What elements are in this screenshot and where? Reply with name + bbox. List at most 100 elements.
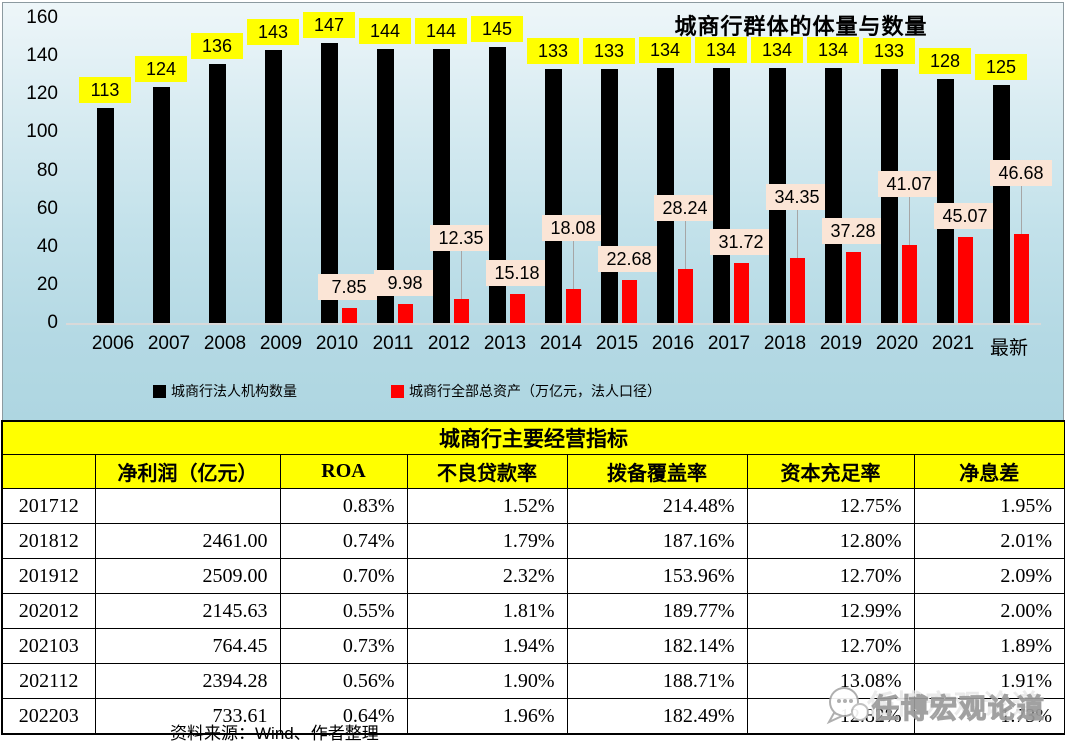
legend-item-count: 城商行法人机构数量 (153, 381, 297, 401)
y-axis-tick: 0 (47, 312, 58, 333)
bar-count-label: 145 (471, 15, 523, 42)
bar-count-label: 134 (751, 36, 803, 63)
bar-red (846, 251, 861, 323)
x-axis-label: 2019 (819, 333, 863, 354)
table-cell: 2461.00 (94, 523, 281, 559)
column-header: 资本充足率 (746, 454, 915, 489)
table-cell: 1.81% (406, 593, 568, 629)
bar-red (454, 299, 469, 323)
table-cell: 153.96% (566, 558, 748, 594)
x-axis-line (66, 323, 1041, 325)
asset-value-label: 12.35 (430, 225, 492, 252)
table-cell: 0.70% (279, 558, 408, 594)
bar-count-label: 133 (527, 38, 579, 65)
source-note: 资料来源：Wind、作者整理 (170, 724, 379, 743)
legend-red-swatch-icon (391, 384, 404, 398)
asset-value-label: 37.28 (822, 217, 884, 244)
bar-black (209, 63, 226, 323)
y-axis-tick: 40 (36, 235, 58, 257)
table-cell: 2.00% (913, 593, 1065, 629)
table-cell: 1.79% (406, 523, 568, 559)
leader-line (797, 209, 798, 258)
asset-value-label: 15.18 (486, 260, 548, 287)
x-axis-label: 2008 (203, 333, 247, 354)
legend-label-assets: 城商行全部总资产（万亿元，法人口径） (409, 383, 661, 399)
x-axis-label: 2009 (259, 333, 303, 354)
asset-value-label: 9.98 (374, 269, 436, 296)
table-cell: 182.14% (566, 628, 748, 664)
table-cell: 1.96% (406, 698, 568, 735)
asset-value-label: 41.07 (878, 170, 940, 197)
y-axis-tick: 120 (26, 83, 58, 105)
column-header: 净利润（亿元） (94, 454, 281, 489)
table-cell: 188.71% (566, 663, 748, 699)
table-cell: 0.64% (279, 698, 408, 735)
column-header: ROA (279, 454, 408, 489)
asset-value-label: 7.85 (318, 274, 380, 301)
bar-red (958, 237, 973, 323)
x-axis-label: 2006 (91, 333, 135, 354)
leader-line (909, 196, 910, 245)
bar-black (937, 79, 954, 323)
bar-count-label: 133 (583, 38, 635, 65)
bar-black (321, 42, 338, 323)
table-cell: 1.89% (913, 628, 1065, 664)
table-cell: 1.90% (406, 663, 568, 699)
period-cell: 201912 (1, 558, 96, 594)
x-axis-label: 2015 (595, 333, 639, 354)
asset-value-label: 28.24 (654, 195, 716, 222)
bar-count-label: 147 (303, 11, 355, 38)
table-row: 201812 2461.00 0.74% 1.79% 187.16% 12.80% 2.01… (1, 523, 1065, 559)
leader-line (685, 221, 686, 270)
period-cell: 202103 (1, 628, 96, 664)
bar-count-label: 128 (919, 48, 971, 74)
bar-count-label: 144 (415, 17, 467, 44)
x-axis-label: 2013 (483, 333, 527, 354)
bar-black (97, 107, 114, 323)
table-row: 201712 0.83% 1.52% 214.48% 12.75% 1.95% (1, 488, 1065, 524)
table-title-row: 城商行主要经营指标 (1, 420, 1065, 455)
table-cell: 182.49% (566, 698, 748, 735)
table-cell: 2.32% (406, 558, 568, 594)
table-row: 202103 764.45 0.73% 1.94% 182.14% 12.70% 1.89% (1, 628, 1065, 664)
bar-count-label: 136 (191, 32, 243, 59)
x-axis-label: 2017 (707, 333, 751, 354)
bar-red (902, 244, 917, 323)
table-cell: 12.70% (746, 558, 915, 594)
bar-count-label: 134 (807, 36, 859, 63)
bar-red (734, 262, 749, 323)
table-cell: 214.48% (566, 488, 748, 524)
table-cell: 12.80% (746, 523, 915, 559)
column-header: 净息差 (913, 454, 1065, 489)
bar-red (566, 288, 581, 323)
table-cell: 2.01% (913, 523, 1065, 559)
bar-black (825, 67, 842, 323)
table-cell: 1.73% (913, 698, 1065, 735)
table-cell: 764.45 (94, 628, 281, 664)
x-axis-label: 2021 (931, 333, 975, 354)
table-cell: 187.16% (566, 523, 748, 559)
table-cell: 13.08% (746, 663, 915, 699)
table-cell: 1.91% (913, 663, 1065, 699)
table-cell: 733.61 (94, 698, 281, 735)
bar-count-label: 134 (695, 36, 747, 63)
table-cell: 12.70% (746, 628, 915, 664)
y-axis-tick: 20 (36, 273, 58, 295)
column-header: 不良贷款率 (406, 454, 568, 489)
bar-count-label: 133 (863, 38, 915, 65)
period-cell: 201712 (1, 488, 96, 524)
x-axis-label: 2010 (315, 333, 359, 354)
x-axis-label: 2016 (651, 333, 695, 354)
leader-line (461, 251, 462, 300)
x-axis-label: 2011 (372, 333, 414, 354)
table-row: 202112 2394.28 0.56% 1.90% 188.71% 13.08% 1.91… (1, 663, 1065, 699)
bar-black (377, 48, 394, 323)
legend-label-count: 城商行法人机构数量 (171, 383, 297, 399)
x-axis-label: 2018 (763, 333, 807, 354)
period-cell: 202203 (1, 698, 96, 735)
period-cell: 202112 (1, 663, 96, 699)
table-cell: 2.09% (913, 558, 1065, 594)
x-axis-label: 最新 (989, 338, 1028, 359)
watermark-text: 任博宏观论道 (871, 693, 1046, 724)
bar-red (398, 303, 413, 323)
